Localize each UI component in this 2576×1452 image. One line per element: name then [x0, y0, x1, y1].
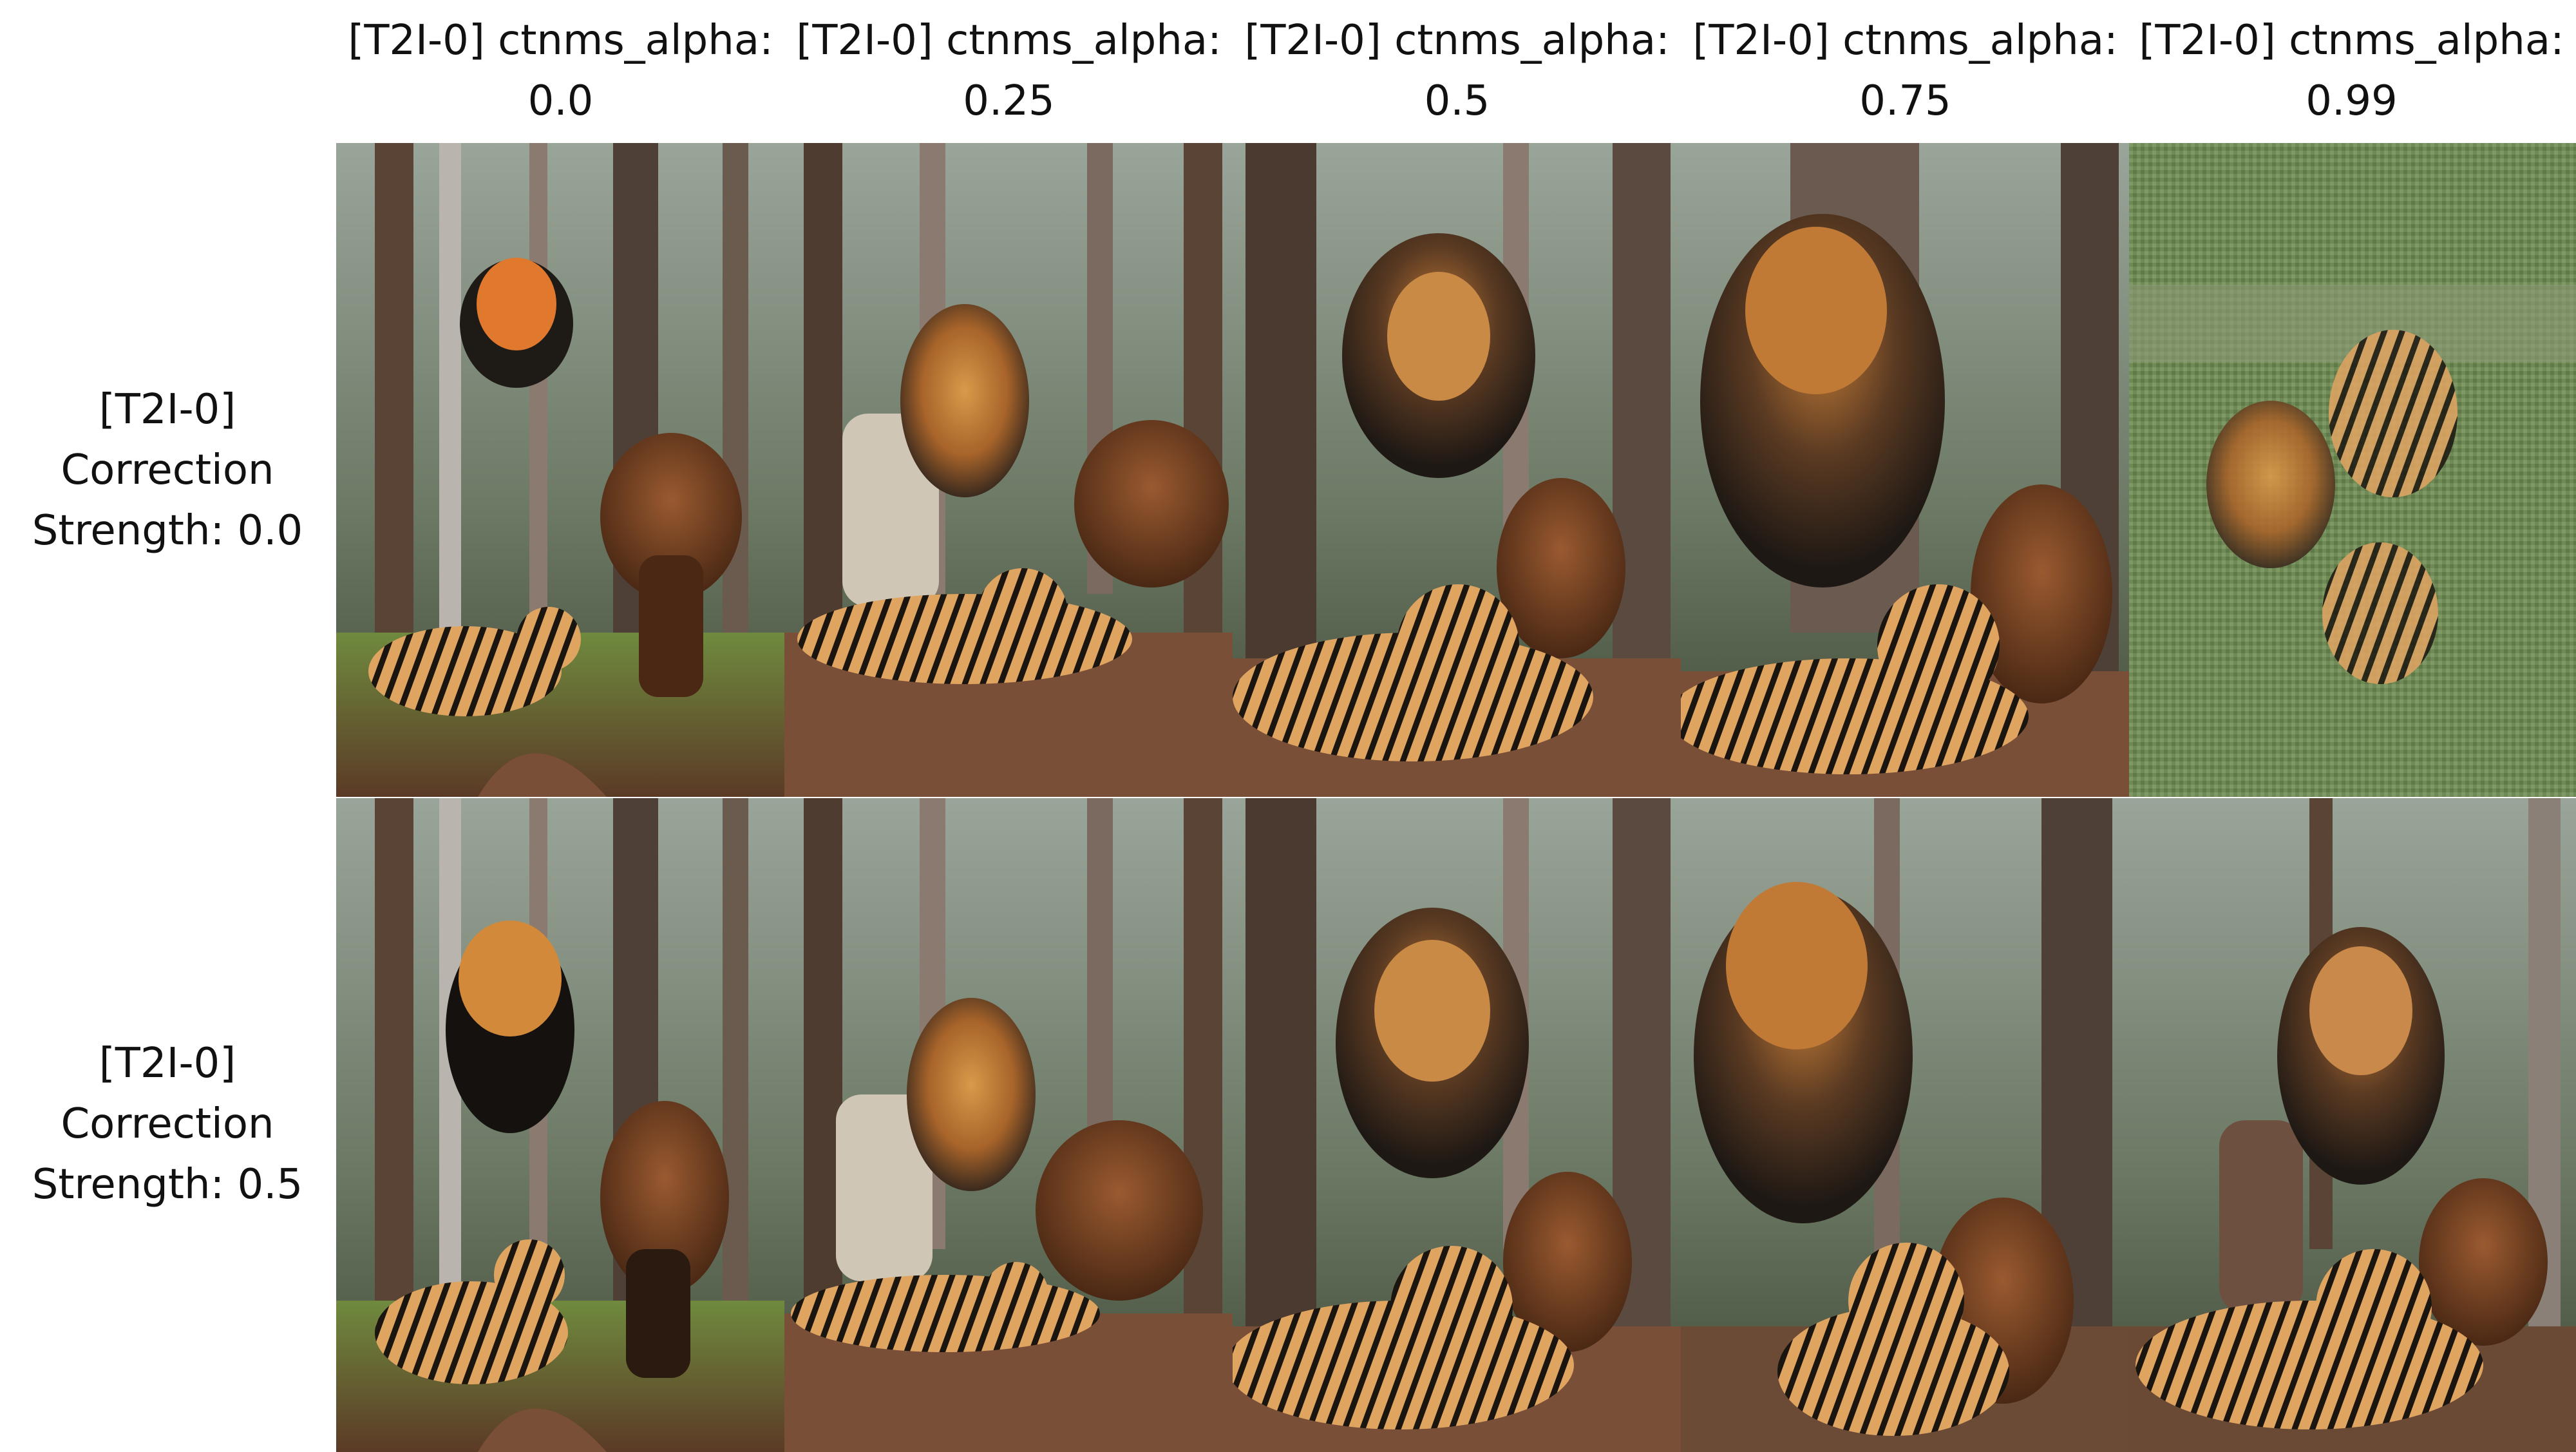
column-header-title: [T2I-0] ctnms_alpha: [796, 17, 1222, 64]
row-label-line: Correction [61, 446, 274, 494]
column-header-title: [T2I-0] ctnms_alpha: [2139, 17, 2564, 64]
column-header-title: [T2I-0] ctnms_alpha: [1692, 17, 2118, 64]
column-header-value: 0.5 [1424, 77, 1490, 125]
column-header-value: 0.99 [2306, 77, 2398, 125]
generated-image-r1-c3 [1233, 143, 1681, 797]
row-label-line: [T2I-0] [99, 385, 236, 434]
column-header-alpha-025: [T2I-0] ctnms_alpha: 0.25 [784, 0, 1233, 142]
column-header-title: [T2I-0] ctnms_alpha: [1244, 17, 1670, 64]
row-label-strength-05: [T2I-0] Correction Strength: 0.5 [0, 797, 335, 1451]
generated-image-r2-c4 [1681, 798, 2129, 1452]
generated-image-r1-c2 [784, 143, 1233, 797]
column-header-alpha-05: [T2I-0] ctnms_alpha: 0.5 [1233, 0, 1681, 142]
generated-image-r1-c5 [2129, 143, 2576, 797]
column-header-value: 0.75 [1859, 77, 1951, 125]
column-header-value: 0.0 [527, 77, 594, 125]
column-header-alpha-075: [T2I-0] ctnms_alpha: 0.75 [1681, 0, 2130, 142]
column-header-value: 0.25 [963, 77, 1055, 125]
row-label-line: [T2I-0] [99, 1039, 236, 1087]
row-label-line: Correction [61, 1100, 274, 1148]
generated-image-r2-c3 [1233, 798, 1681, 1452]
image-grid [336, 143, 2576, 1452]
generated-image-r1-c1 [336, 143, 784, 797]
column-header-title: [T2I-0] ctnms_alpha: [348, 17, 773, 64]
row-label-line: Strength: 0.0 [32, 506, 303, 555]
column-header-alpha-099: [T2I-0] ctnms_alpha: 0.99 [2127, 0, 2576, 142]
column-header-alpha-0: [T2I-0] ctnms_alpha: 0.0 [336, 0, 785, 142]
generated-image-r1-c4 [1681, 143, 2129, 797]
generated-image-r2-c1 [336, 798, 784, 1452]
row-label-strength-0: [T2I-0] Correction Strength: 0.0 [0, 143, 335, 797]
generated-image-r2-c2 [784, 798, 1233, 1452]
row-label-line: Strength: 0.5 [32, 1160, 303, 1208]
generated-image-r2-c5 [2129, 798, 2576, 1452]
